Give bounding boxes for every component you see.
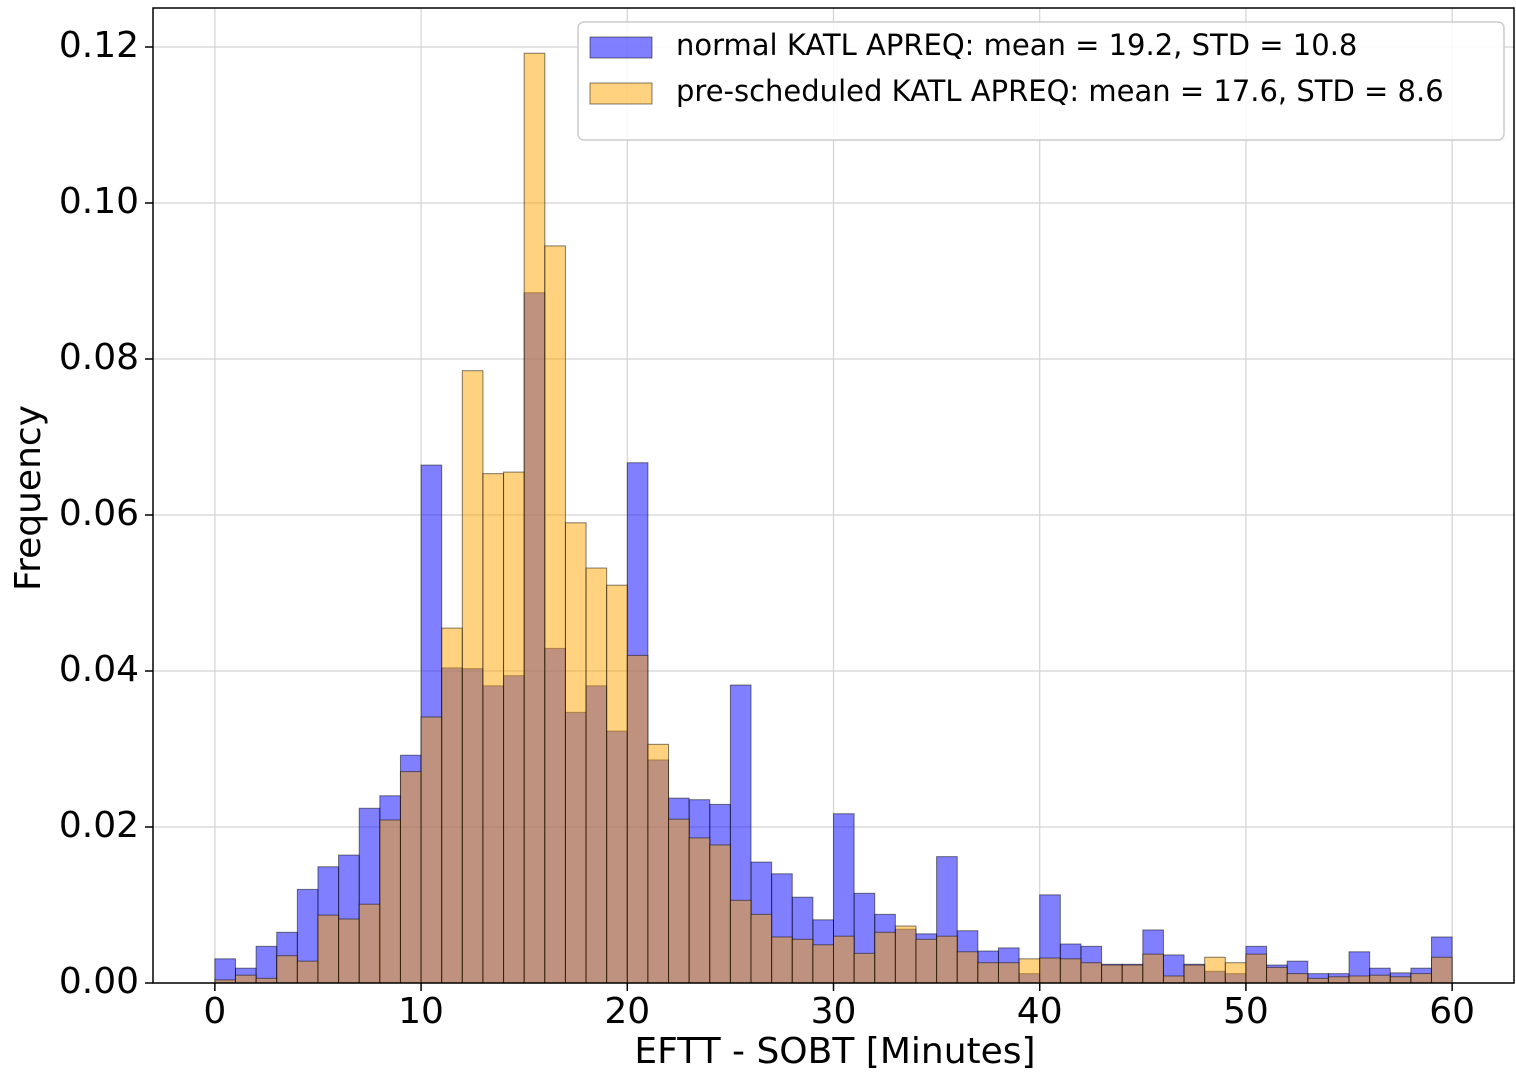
- histogram-bar: [833, 935, 855, 984]
- histogram-bar: [729, 899, 752, 984]
- histogram-bar: [668, 818, 690, 984]
- histogram-bar: [853, 952, 876, 984]
- histogram-bar: [1266, 966, 1288, 984]
- legend-label: pre-scheduled KATL APREQ: mean = 17.6, S…: [676, 74, 1444, 108]
- x-axis-label: EFTT - SOBT [Minutes]: [634, 1031, 1035, 1072]
- histogram-bar: [441, 627, 463, 984]
- histogram-bar: [1286, 973, 1309, 984]
- histogram-bar: [379, 819, 401, 984]
- histogram-bar: [1162, 975, 1185, 984]
- histogram-bar: [709, 844, 731, 984]
- histogram-bar: [771, 936, 793, 984]
- histogram-bar: [461, 370, 484, 984]
- legend: normal KATL APREQ: mean = 19.2, STD = 10…: [577, 21, 1505, 141]
- histogram-bar: [1327, 976, 1350, 984]
- histogram-bar: [647, 743, 670, 984]
- x-tick-label: 10: [398, 991, 444, 1032]
- histogram-bar: [1431, 956, 1453, 984]
- histogram-bar: [544, 245, 566, 984]
- histogram-bar: [523, 52, 546, 984]
- legend-label: normal KATL APREQ: mean = 19.2, STD = 10…: [676, 28, 1357, 62]
- histogram-bar: [1410, 973, 1433, 984]
- x-tick-label: 20: [604, 991, 650, 1032]
- histogram-bar: [296, 960, 319, 984]
- histogram-bar: [1348, 975, 1371, 984]
- histogram-bar: [1142, 953, 1164, 984]
- histogram-bar: [1121, 964, 1144, 984]
- histogram-bar: [791, 938, 814, 984]
- histogram-bar: [1039, 957, 1061, 984]
- x-tick-label: 30: [811, 991, 857, 1032]
- y-axis-label: Frequency: [8, 405, 49, 591]
- histogram-bar: [358, 903, 381, 984]
- histogram-bar: [626, 654, 649, 984]
- histogram-bar: [1224, 962, 1247, 984]
- histogram-bar: [997, 962, 1020, 984]
- y-tick-label: 0.04: [59, 649, 139, 690]
- histogram-bar: [255, 945, 278, 984]
- legend-swatch: [589, 82, 653, 105]
- histogram-bar: [750, 913, 773, 984]
- histogram-bar: [977, 962, 999, 984]
- histogram-bar: [585, 567, 608, 984]
- histogram-bar: [1369, 974, 1391, 984]
- histogram-bar: [317, 914, 340, 984]
- histogram-bar: [936, 935, 958, 984]
- histogram-bar: [399, 771, 422, 984]
- histogram-bar: [956, 951, 979, 984]
- histogram-bar: [214, 958, 236, 984]
- histogram-bar: [1018, 958, 1041, 984]
- histogram-bar: [1245, 953, 1268, 984]
- histogram-bar: [894, 925, 917, 984]
- y-tick-label: 0.12: [59, 25, 139, 66]
- histogram-bar: [1101, 964, 1123, 984]
- histogram-bar: [503, 471, 525, 984]
- histogram-bar: [606, 584, 628, 984]
- histogram-bar: [338, 918, 360, 984]
- histogram-bar: [234, 974, 257, 984]
- histogram-bar: [1059, 958, 1082, 984]
- legend-swatch: [589, 36, 653, 59]
- bars: [214, 52, 1453, 984]
- x-tick-label: 0: [203, 991, 226, 1032]
- histogram-bar: [420, 716, 443, 984]
- x-tick-label: 60: [1429, 991, 1475, 1032]
- x-tick-label: 40: [1017, 991, 1063, 1032]
- legend-box: [577, 21, 1505, 141]
- histogram-bar: [1080, 962, 1103, 984]
- histogram-bar: [915, 938, 938, 984]
- histogram-bar: [482, 473, 505, 984]
- histogram-bar: [812, 944, 834, 984]
- y-tick-label: 0.08: [59, 337, 139, 378]
- y-tick-label: 0.02: [59, 805, 139, 846]
- y-tick-label: 0.06: [59, 493, 139, 534]
- histogram-bar: [564, 522, 587, 984]
- histogram-bar: [1204, 956, 1226, 984]
- y-tick-label: 0.00: [59, 961, 139, 1002]
- histogram-bar: [688, 837, 711, 984]
- histogram-bar: [1183, 964, 1206, 984]
- x-tick-label: 50: [1223, 991, 1269, 1032]
- histogram-bar: [874, 931, 896, 984]
- y-tick-label: 0.10: [59, 181, 139, 222]
- histogram-bar: [276, 955, 298, 984]
- histogram-bar: [1389, 976, 1412, 984]
